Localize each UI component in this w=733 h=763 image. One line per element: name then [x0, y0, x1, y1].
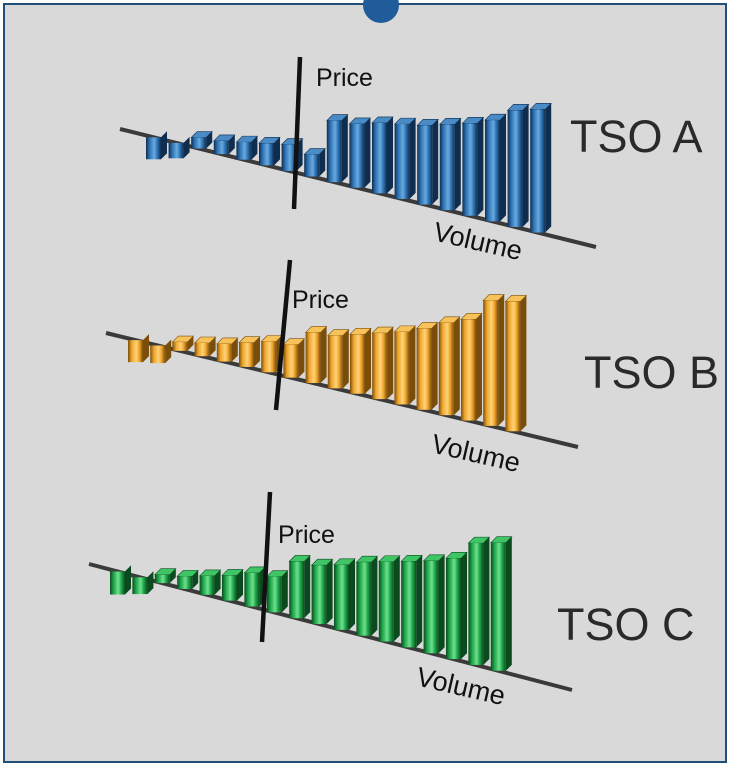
bar [393, 325, 417, 405]
tso-label: TSO A [570, 111, 703, 162]
tso-label: TSO B [584, 347, 719, 398]
bar [490, 536, 513, 671]
bar [371, 116, 394, 194]
price-axis [259, 491, 273, 643]
bar [378, 555, 401, 642]
bar [190, 131, 213, 149]
bar [304, 326, 328, 384]
price-label: Price [278, 521, 335, 549]
bar [333, 558, 356, 630]
bar [445, 551, 468, 660]
volume-label: Volume [429, 429, 524, 478]
bar [213, 134, 236, 155]
tso-label: TSO C [557, 599, 695, 650]
bar [484, 113, 507, 222]
bar [221, 569, 244, 601]
bar [168, 136, 190, 159]
bar [258, 137, 281, 166]
volume-axis [119, 127, 597, 249]
bar [461, 117, 485, 216]
bar [415, 322, 439, 410]
bar [327, 329, 350, 389]
top-dot-marker [363, 0, 399, 23]
bar [349, 328, 372, 394]
bar [504, 295, 528, 432]
volume-axis [105, 331, 579, 449]
bar [128, 334, 149, 363]
bar [288, 555, 311, 619]
price-axis [291, 56, 303, 210]
chart-2: Price Volume TSO B [105, 259, 719, 478]
price-label: Price [292, 286, 349, 314]
bar [393, 117, 417, 199]
bar [438, 316, 461, 416]
bar [400, 554, 423, 648]
price-axis [273, 259, 293, 411]
bar [280, 138, 304, 171]
bar [460, 313, 483, 421]
bar [171, 335, 195, 351]
bar [238, 336, 261, 367]
bar [303, 148, 326, 177]
bar [467, 536, 491, 665]
bar [482, 294, 505, 426]
bar [310, 558, 334, 625]
price-label: Price [316, 64, 373, 92]
bar [326, 114, 349, 183]
bar [216, 337, 239, 362]
bar [266, 570, 289, 613]
bar [176, 570, 199, 589]
bar [132, 571, 154, 595]
bar [282, 338, 306, 378]
bar [439, 118, 462, 211]
bar [355, 555, 379, 636]
bar [371, 326, 394, 400]
bar [198, 569, 222, 595]
bar [150, 339, 172, 364]
bar [416, 119, 439, 205]
bar [154, 568, 177, 584]
bar [348, 117, 372, 188]
bar [506, 104, 530, 227]
bar [422, 554, 446, 654]
bar [146, 131, 167, 160]
bar [110, 565, 131, 595]
bar [235, 135, 259, 160]
bar [193, 336, 217, 357]
bar [529, 103, 552, 233]
